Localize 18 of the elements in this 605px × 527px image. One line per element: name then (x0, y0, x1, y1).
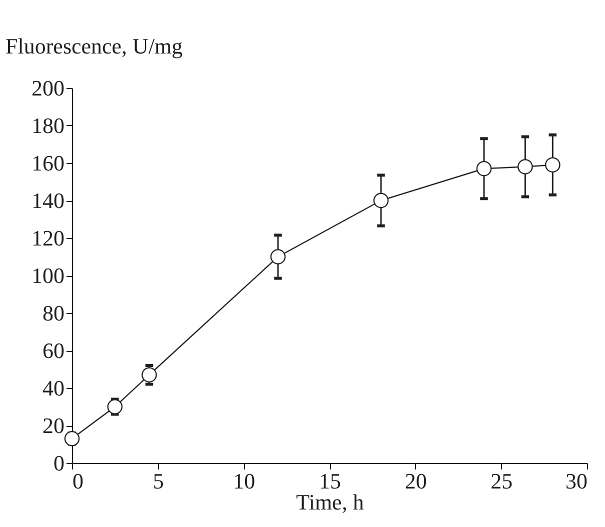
y-tick-label: 120 (32, 226, 64, 250)
y-tick-label: 100 (32, 263, 64, 288)
x-tick-label: 5 (152, 468, 164, 494)
y-tick-label: 20 (42, 413, 64, 438)
y-tick-label: 80 (42, 300, 64, 326)
y-tick-label: 140 (32, 188, 64, 213)
x-tick-label: 30 (566, 468, 588, 494)
y-tick-label: 160 (32, 150, 64, 176)
x-tick-label: 25 (490, 468, 513, 494)
y-tick-label: 0 (54, 450, 64, 476)
y-tick-label: 200 (32, 76, 64, 100)
y-tick-label: 40 (42, 376, 64, 400)
x-tick-label: 10 (233, 468, 256, 494)
y-tick-label: 60 (42, 338, 64, 363)
y-axis-title: Fluorescence, U/mg (6, 34, 183, 58)
y-tick-label: 180 (32, 113, 64, 138)
x-tick-label: 0 (72, 468, 84, 494)
x-tick-label: 20 (404, 468, 427, 494)
